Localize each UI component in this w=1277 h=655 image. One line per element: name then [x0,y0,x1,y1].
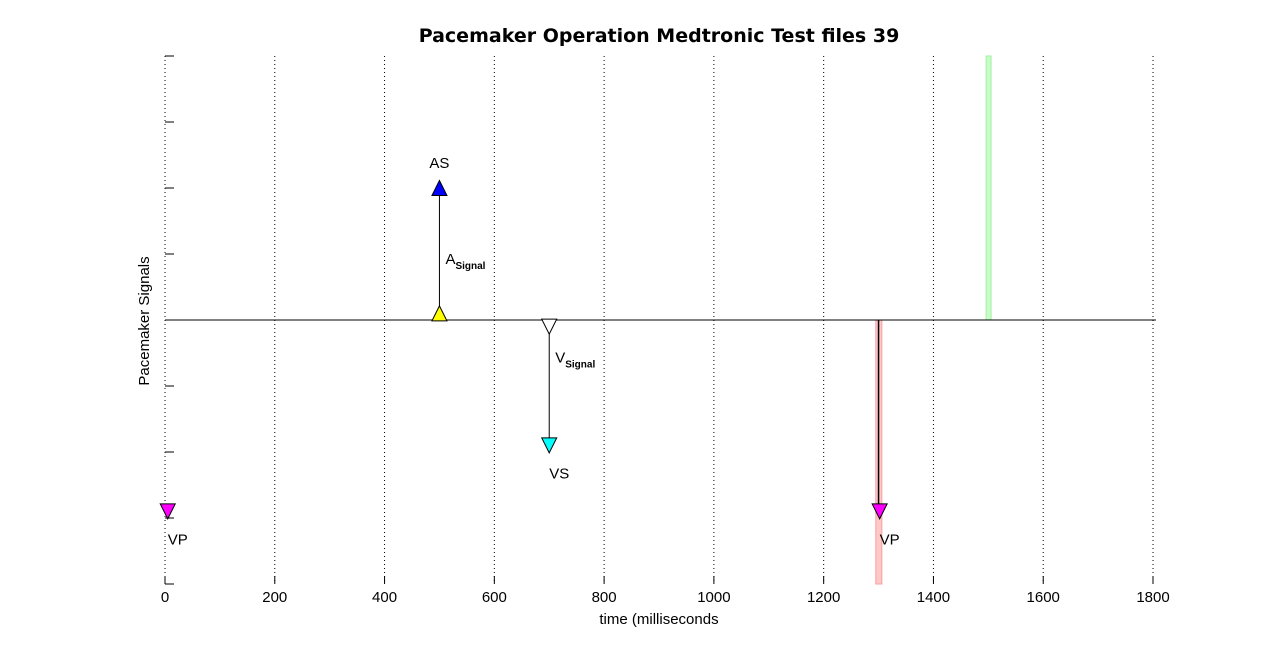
event-marker-0 [431,179,448,196]
x-tick-label-0: 0 [161,589,169,606]
x-tick-label-200: 200 [262,589,287,606]
x-tick-label-800: 800 [592,589,617,606]
event-label-vs-3: VS [549,465,569,482]
x-tick-label-1000: 1000 [697,589,730,606]
x-tick-label-600: 600 [482,589,507,606]
x-tick-label-1600: 1600 [1027,589,1060,606]
y-axis-label: Pacemaker Signals [136,256,153,385]
event-label-vp-5: VP [880,531,900,548]
event-marker-1 [431,304,448,322]
event-marker-2 [540,318,558,336]
x-tick-label-1400: 1400 [917,589,950,606]
shaded-bar-1 [985,55,992,321]
x-tick-label-1200: 1200 [807,589,840,606]
event-marker-5 [871,503,888,521]
event-label-as-0: AS [429,155,449,172]
x-tick-label-400: 400 [372,589,397,606]
chart-title: Pacemaker Operation Medtronic Test files… [419,25,900,47]
x-tick-label-1800: 1800 [1136,589,1169,606]
signal-label-0: ASignal [445,251,485,272]
event-label-vp-4: VP [168,531,188,548]
signal-label-1: VSignal [555,350,595,371]
event-marker-3 [540,437,558,455]
event-marker-4 [159,503,177,521]
x-axis-label: time (milliseconds [599,611,718,628]
